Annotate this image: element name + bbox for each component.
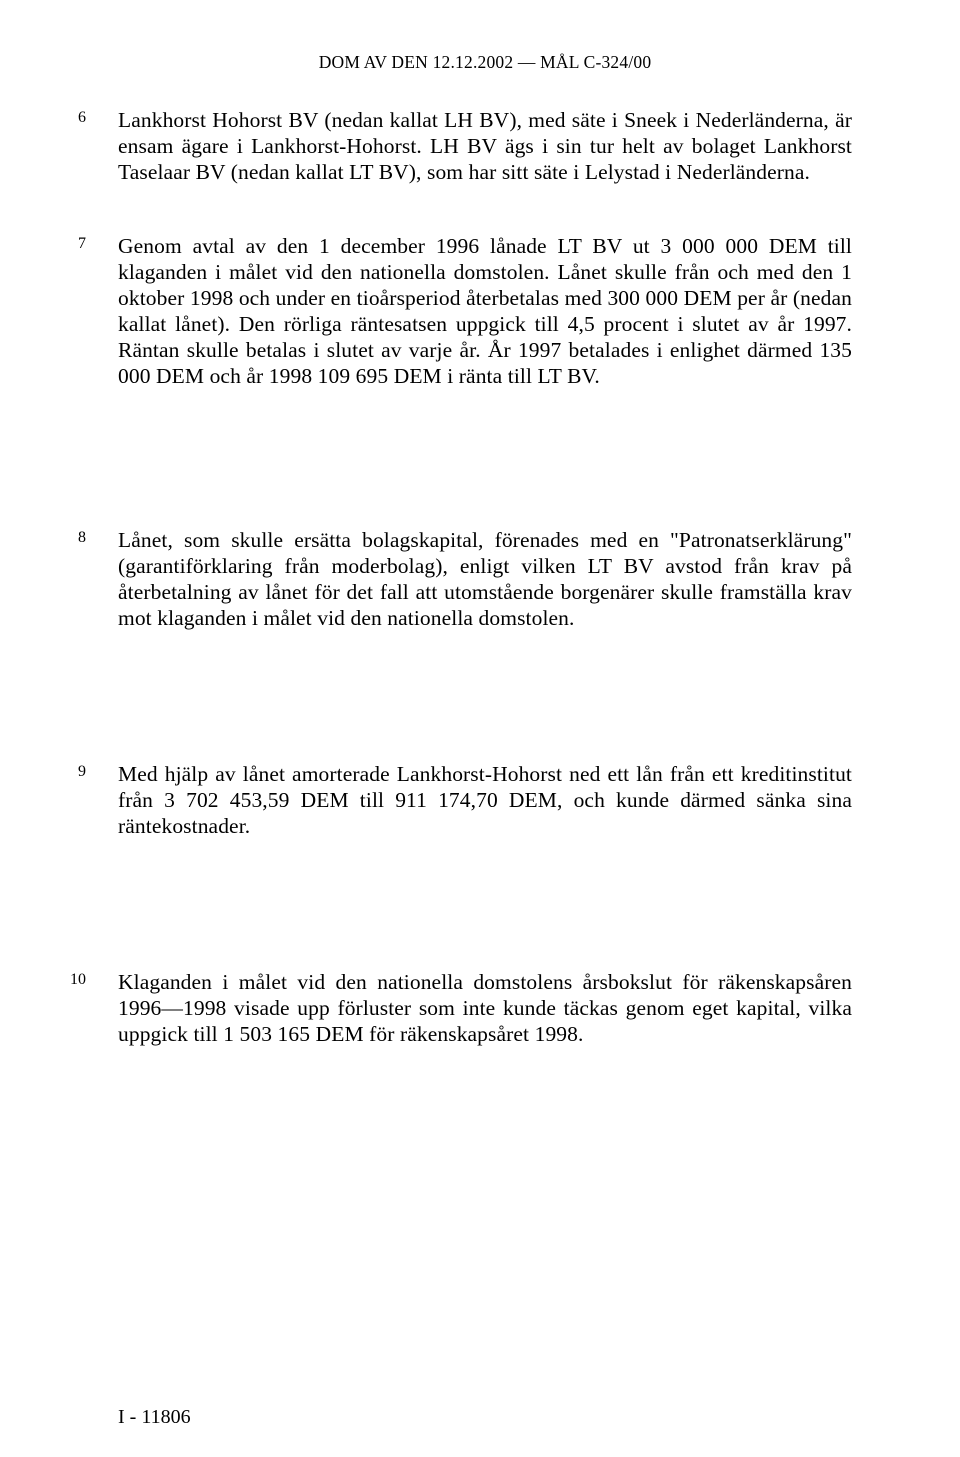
paragraph-text: Lånet, som skulle ersätta bolagskapital,… <box>118 527 852 631</box>
paragraph-number: 10 <box>56 971 86 989</box>
paragraph-8: 8 Lånet, som skulle ersätta bolagskapita… <box>118 527 852 631</box>
paragraph-number: 9 <box>56 763 86 781</box>
paragraph-6: 6 Lankhorst Hohorst BV (nedan kallat LH … <box>118 107 852 185</box>
paragraph-number: 8 <box>56 529 86 547</box>
page-footer: I - 11806 <box>118 1406 191 1429</box>
paragraph-text: Klaganden i målet vid den nationella dom… <box>118 969 852 1047</box>
page-header: DOM AV DEN 12.12.2002 — MÅL C-324/00 <box>118 52 852 73</box>
paragraph-text: Lankhorst Hohorst BV (nedan kallat LH BV… <box>118 107 852 185</box>
paragraph-text: Med hjälp av lånet amorterade Lankhorst-… <box>118 761 852 839</box>
paragraph-9: 9 Med hjälp av lånet amorterade Lankhors… <box>118 761 852 839</box>
paragraph-10: 10 Klaganden i målet vid den nationella … <box>118 969 852 1047</box>
page: DOM AV DEN 12.12.2002 — MÅL C-324/00 6 L… <box>0 0 960 1457</box>
paragraph-number: 6 <box>56 109 86 127</box>
paragraph-text: Genom avtal av den 1 december 1996 lånad… <box>118 233 852 389</box>
paragraph-number: 7 <box>56 235 86 253</box>
paragraph-7: 7 Genom avtal av den 1 december 1996 lån… <box>118 233 852 389</box>
